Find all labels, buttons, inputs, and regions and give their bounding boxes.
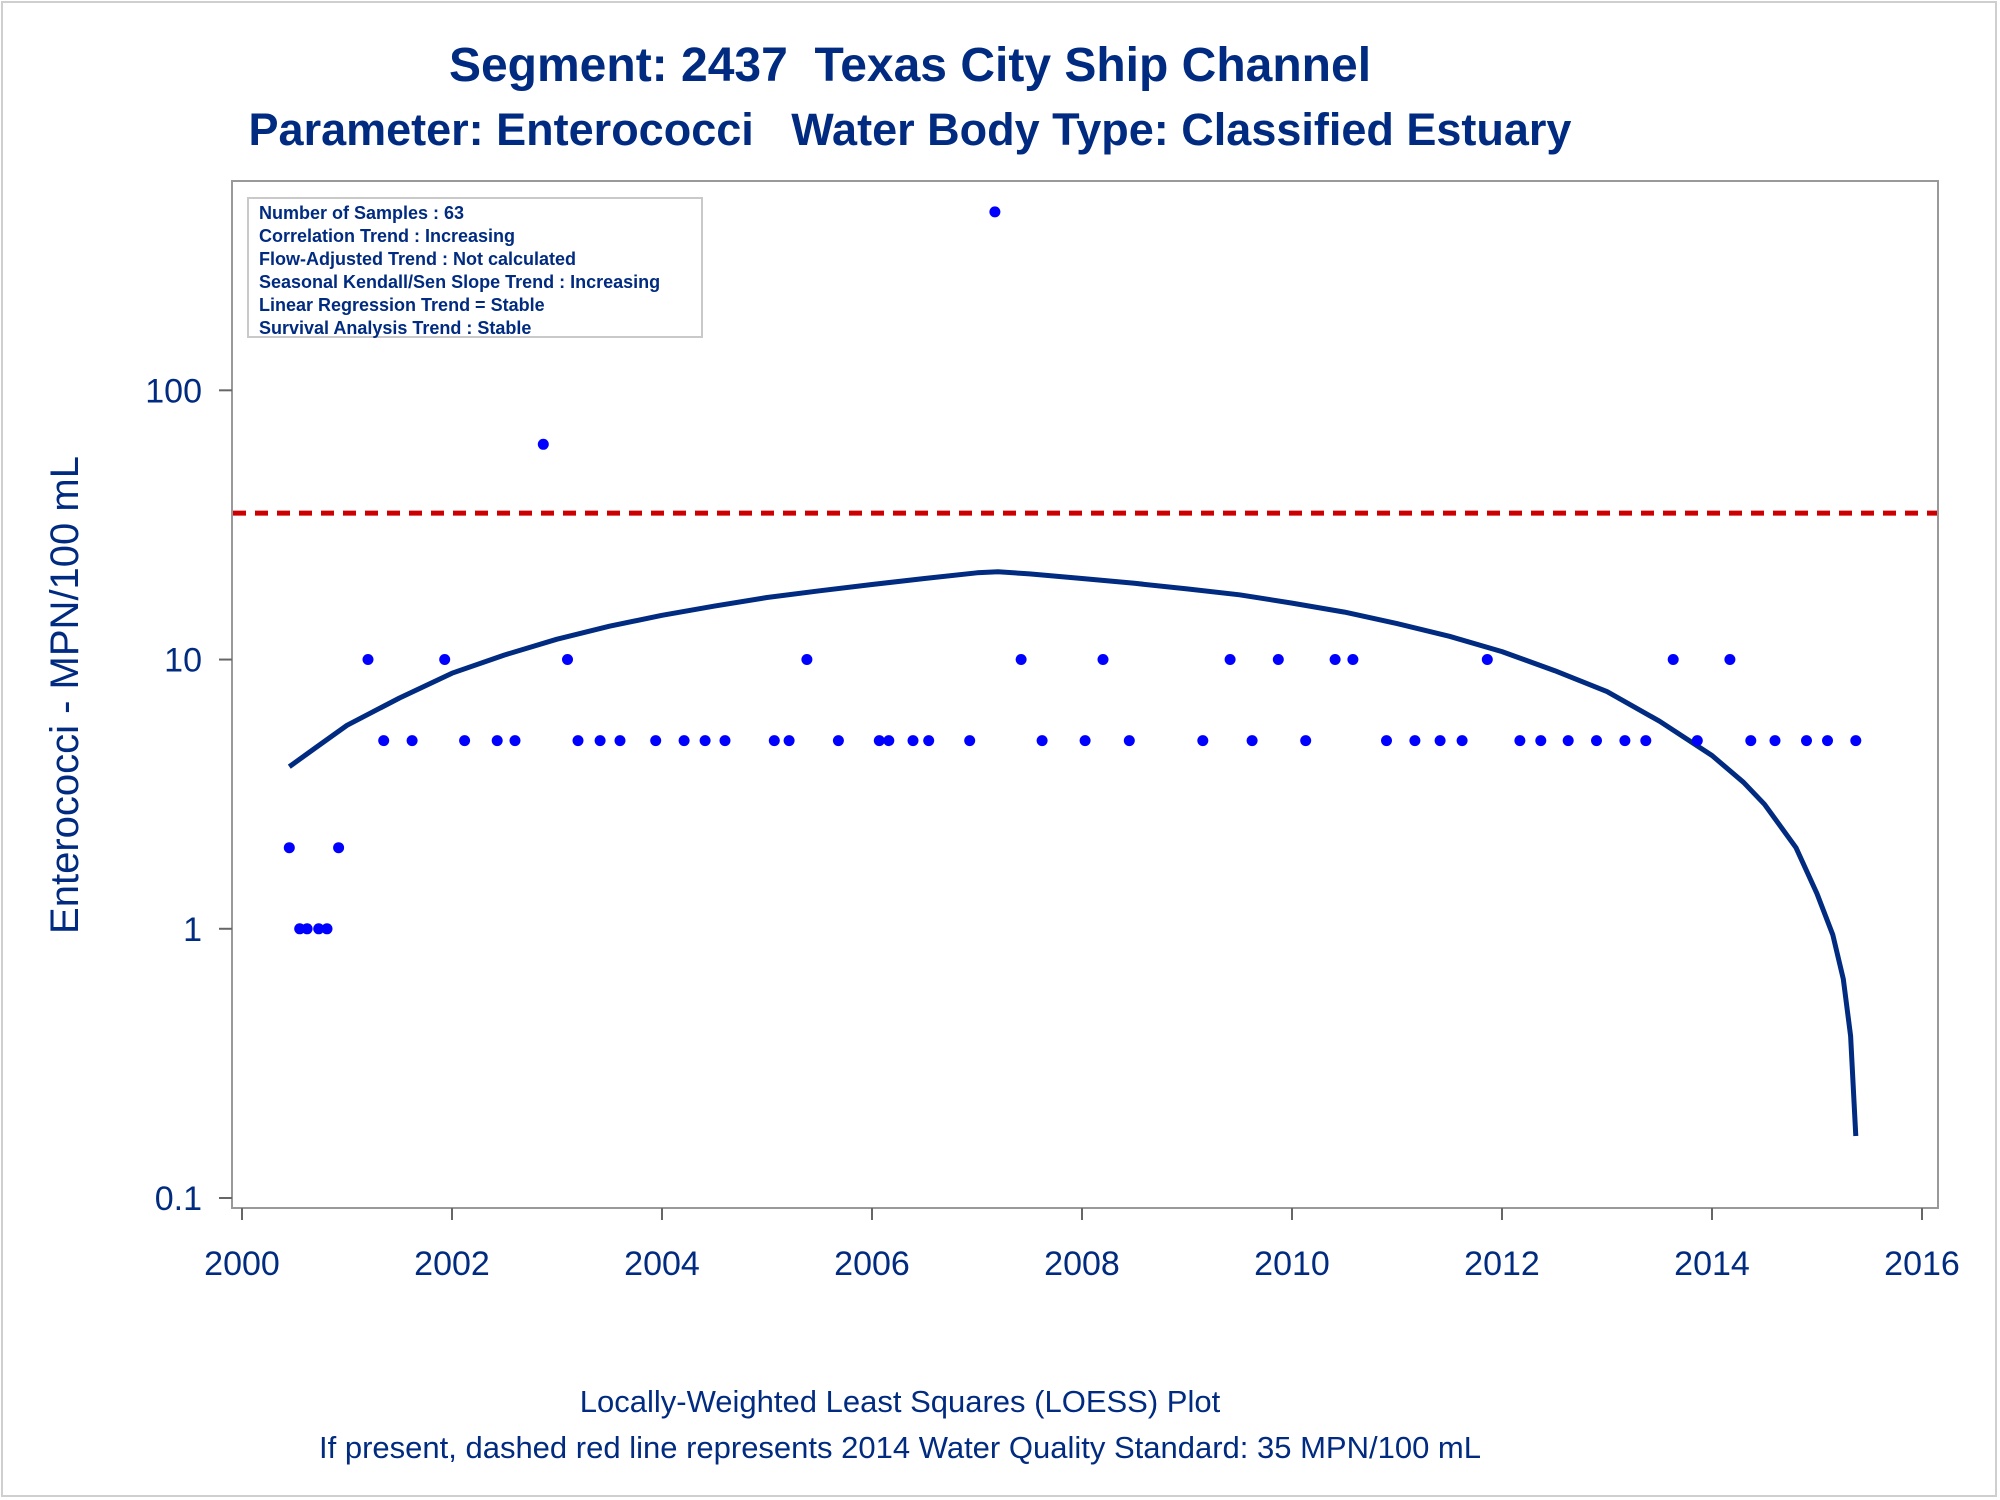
scatter-point [783, 735, 795, 747]
scatter-point [301, 923, 313, 935]
scatter-point [406, 735, 418, 747]
scatter-point [719, 735, 731, 747]
stats-line-samples: Number of Samples : 63 [259, 203, 465, 223]
scatter-point [1300, 735, 1312, 747]
scatter-point [964, 735, 976, 747]
scatter-point [699, 735, 711, 747]
x-tick-label: 2008 [1044, 1245, 1120, 1283]
scatter-point [1850, 735, 1862, 747]
scatter-point [614, 735, 626, 747]
stats-line-survival: Survival Analysis Trend : Stable [259, 318, 532, 338]
scatter-point [459, 735, 471, 747]
stats-box: Number of Samples : 63 Correlation Trend… [247, 197, 703, 338]
scatter-point [362, 654, 374, 665]
y-axis-label: Enterococci - MPN/100 mL [43, 456, 87, 934]
chart-subtitle: Parameter: Enterococci Water Body Type: … [248, 104, 1572, 155]
scatter-point [873, 735, 885, 747]
scatter-point [378, 735, 390, 747]
scatter-point [768, 735, 780, 747]
x-tick-label: 2014 [1674, 1245, 1750, 1283]
scatter-point [1769, 735, 1781, 747]
scatter-point [1822, 735, 1833, 747]
scatter-point [678, 735, 690, 747]
scatter-point [321, 923, 333, 935]
scatter-point [801, 654, 813, 665]
scatter-point [1123, 735, 1135, 747]
scatter-point [537, 438, 549, 450]
scatter-point [1246, 735, 1258, 747]
scatter-point [1745, 735, 1757, 747]
x-tick-label: 2006 [834, 1245, 910, 1283]
scatter-point [283, 842, 295, 854]
scatter-point [1514, 735, 1526, 747]
y-tick-label: 1 [183, 911, 202, 949]
scatter-point [1724, 654, 1736, 665]
loess-curve [287, 569, 1859, 1137]
scatter-point [1224, 654, 1236, 665]
scatter-point [1535, 735, 1547, 747]
scatter-point [1381, 735, 1392, 747]
chart-title: Segment: 2437 Texas City Ship Channel [448, 39, 1372, 92]
scatter-point [1197, 735, 1209, 747]
y-tick-label: 0.1 [155, 1180, 202, 1218]
scatter-point [1562, 735, 1574, 747]
scatter-point [1036, 735, 1048, 747]
scatter-point [1801, 735, 1812, 747]
scatter-point [1015, 654, 1027, 665]
scatter-point [1640, 735, 1652, 747]
x-tick-label: 2010 [1254, 1245, 1330, 1283]
stats-line-linear-regression: Linear Regression Trend = Stable [259, 295, 545, 315]
x-tick-label: 2016 [1884, 1245, 1960, 1283]
loess-line-group [287, 569, 1859, 1137]
scatter-point [509, 735, 521, 747]
scatter-point [491, 735, 503, 747]
scatter-point [832, 735, 844, 747]
scatter-point [1481, 654, 1493, 665]
scatter-point [883, 735, 895, 747]
stats-line-seasonal-kendall: Seasonal Kendall/Sen Slope Trend : Incre… [259, 272, 661, 292]
scatter-point [562, 654, 573, 665]
scatter-point [1347, 654, 1359, 665]
scatter-point [594, 735, 606, 747]
scatter-point [1272, 654, 1284, 665]
scatter-point [1456, 735, 1468, 747]
scatter-point [1329, 654, 1341, 665]
scatter-point [907, 735, 919, 747]
footnote-loess: Locally-Weighted Least Squares (LOESS) P… [579, 1384, 1221, 1419]
scatter-point [650, 735, 662, 747]
scatter-point [439, 654, 451, 665]
scatter-point [333, 842, 345, 854]
scatter-point [1097, 654, 1109, 665]
x-tick-label: 2004 [624, 1245, 700, 1283]
scatter-point [1619, 735, 1631, 747]
scatter-point [1667, 654, 1679, 665]
x-tick-label: 2002 [414, 1245, 490, 1283]
stats-line-flow-adjusted: Flow-Adjusted Trend : Not calculated [259, 249, 577, 269]
scatter-point [1079, 735, 1091, 747]
plot-area-border [231, 180, 1939, 1209]
scatter-point [1591, 735, 1602, 747]
scatter-point [989, 206, 1001, 218]
scatter-point [923, 735, 935, 747]
scatter-points-group [283, 206, 1862, 935]
scatter-point [572, 735, 584, 747]
scatter-point [313, 923, 325, 935]
scatter-point [1691, 735, 1703, 747]
y-tick-label: 10 [164, 642, 202, 680]
axes-group: 2000 2002 2004 2006 2008 2010 2012 2014 2016 0.1 1… [145, 372, 1960, 1283]
stats-line-correlation: Correlation Trend : Increasing [259, 226, 516, 246]
footnote-standard: If present, dashed red line represents 2… [319, 1430, 1481, 1465]
scatter-point [1409, 735, 1421, 747]
x-tick-label: 2000 [204, 1245, 280, 1283]
scatter-point [1434, 735, 1446, 747]
x-tick-label: 2012 [1464, 1245, 1540, 1283]
y-tick-label: 100 [145, 372, 202, 410]
